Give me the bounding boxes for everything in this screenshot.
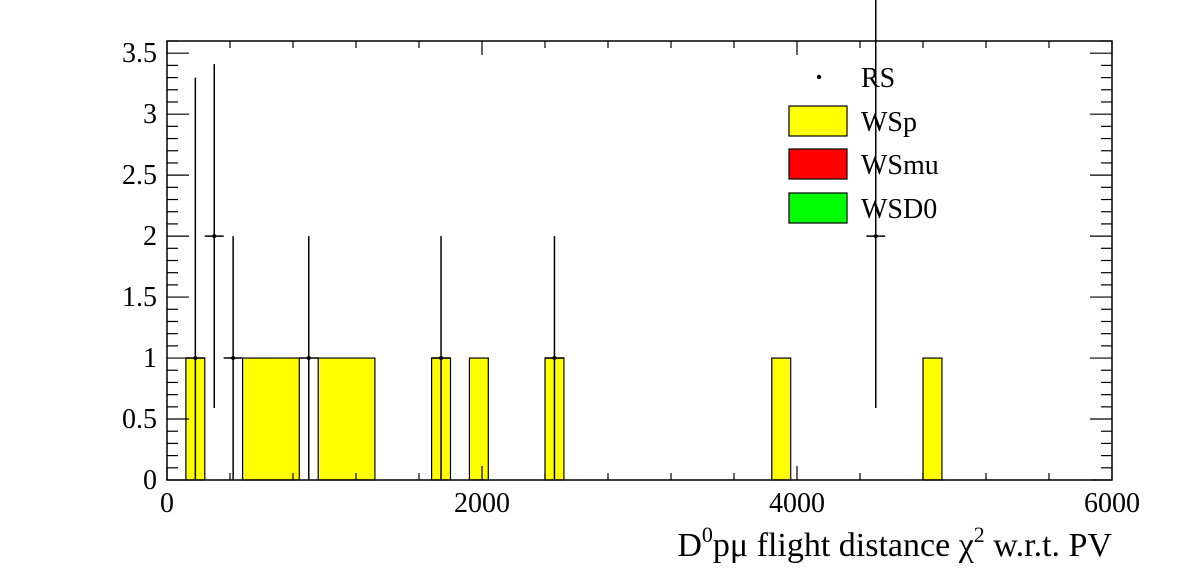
bar-wsp-4 (468, 357, 489, 481)
points-layer (185, 0, 886, 480)
y-tick-label: 0 (143, 465, 157, 496)
legend-label: WSp (861, 107, 917, 138)
data-point-marker (552, 356, 557, 361)
y-tick-label: 2 (143, 221, 157, 252)
x-tick-label: 2000 (454, 488, 510, 519)
y-tick-label: 0.5 (122, 404, 157, 435)
point-rs-4 (431, 236, 451, 480)
point-rs-5 (545, 236, 564, 480)
point-rs-6 (866, 0, 886, 409)
x-label-base: D (677, 527, 702, 564)
data-point-marker (231, 356, 236, 361)
legend-label: RS (861, 63, 895, 94)
bar-wsp-2 (317, 357, 376, 481)
x-tick-label: 4000 (769, 488, 825, 519)
legend-swatch (788, 105, 848, 137)
legend-item-wsd0: WSD0 (788, 192, 937, 225)
legend-item-wsp: WSp (788, 105, 917, 138)
y-axis: 0 0.5 1 1.5 2 2.5 3 3.5 (122, 38, 1112, 496)
data-point-marker (193, 356, 198, 361)
data-point-marker (212, 234, 217, 239)
x-label-mid: pμ flight distance χ (713, 527, 974, 564)
data-point-marker (873, 234, 878, 239)
y-tick-label: 1 (143, 343, 157, 374)
point-rs-1 (204, 64, 224, 409)
y-tick-label: 3 (143, 99, 157, 130)
legend: RS WSp WSmu WSD0 (788, 63, 939, 225)
x-tick-label: 6000 (1084, 488, 1140, 519)
legend-item-rs: RS (816, 63, 895, 94)
x-tick-label: 0 (160, 488, 174, 519)
legend-label: WSD0 (861, 194, 937, 225)
x-axis: 0 2000 4000 6000 (160, 41, 1140, 519)
x-axis-label: D0pμ flight distance χ2 w.r.t. PV (677, 522, 1112, 564)
y-tick-label: 1.5 (122, 282, 157, 313)
point-rs-0 (185, 77, 205, 480)
bar-wsp-7 (922, 357, 943, 481)
legend-marker-point (816, 74, 822, 80)
legend-swatch (788, 192, 848, 224)
data-point-marker (306, 356, 311, 361)
x-label-sup1: 0 (702, 522, 713, 547)
y-tick-label: 3.5 (122, 38, 157, 69)
point-rs-3 (299, 236, 319, 480)
bar-wsp-6 (771, 357, 792, 481)
x-label-tail: w.r.t. PV (985, 527, 1113, 564)
data-point-marker (439, 356, 444, 361)
point-rs-2 (223, 236, 243, 480)
x-label-sup2: 2 (974, 522, 985, 547)
legend-item-wsmu: WSmu (788, 148, 939, 181)
y-tick-label: 2.5 (122, 160, 157, 191)
bars-layer (185, 357, 943, 481)
legend-swatch (788, 148, 848, 180)
legend-label: WSmu (861, 150, 939, 181)
bar-wsp-1 (242, 357, 300, 481)
